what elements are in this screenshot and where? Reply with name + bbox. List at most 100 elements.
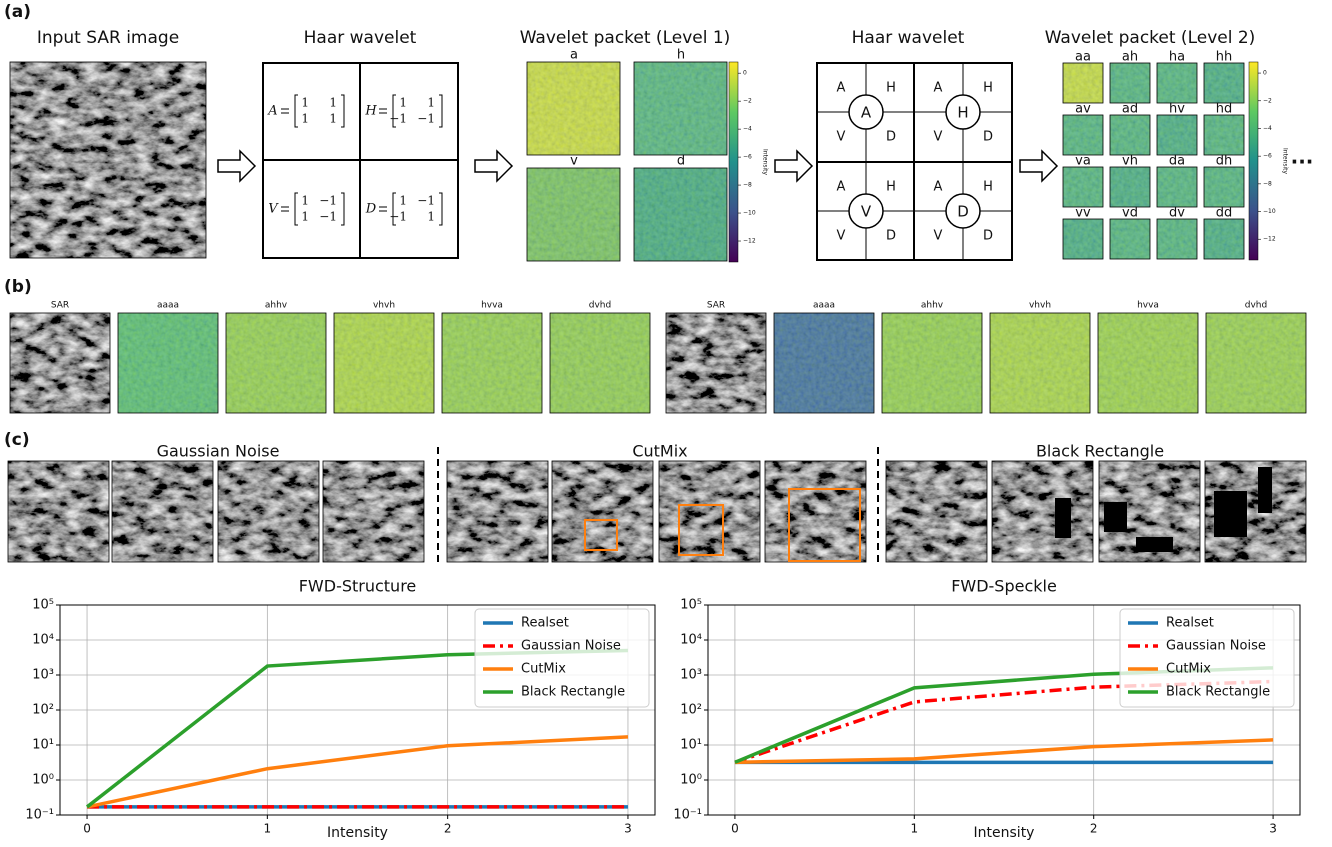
matrix-entry: 1	[427, 210, 435, 224]
panel-title: Wavelet packet (Level 1)	[520, 28, 731, 48]
image-label: dvhd	[589, 301, 611, 311]
tree-corner-label: V	[934, 229, 943, 244]
tree-node-label: A	[861, 104, 872, 122]
sar-image	[666, 313, 766, 413]
matrix-name: H	[364, 104, 377, 119]
heatmap-texture	[634, 62, 727, 155]
y-tick-label: 10⁴	[32, 633, 54, 648]
heatmap-texture	[1204, 63, 1244, 103]
heatmap-texture	[1110, 219, 1150, 259]
tree-corner-label: H	[886, 180, 896, 195]
subband-label: aa	[1075, 50, 1091, 65]
sar-image	[10, 313, 110, 413]
subband-label: da	[1169, 154, 1185, 169]
image-label: vhvh	[1029, 301, 1051, 311]
colorbar-tick-label: −4	[743, 126, 752, 133]
y-tick-label: 10³	[32, 668, 54, 683]
heatmap-texture	[1110, 167, 1150, 207]
y-tick-label: 10⁵	[32, 598, 54, 613]
black-rectangle	[1258, 467, 1272, 513]
subband-label: a	[570, 48, 578, 63]
colorbar-tick-label: −10	[1263, 208, 1276, 215]
heatmap-texture	[1110, 115, 1150, 155]
subband-label: h	[677, 48, 685, 63]
sar-image	[323, 461, 424, 562]
tree-corner-label: V	[837, 229, 846, 244]
colorbar-tick-label: −2	[1263, 97, 1272, 104]
matrix-entry: 1	[399, 194, 407, 208]
y-tick-label: 10²	[32, 703, 54, 718]
image-label: aaaa	[813, 301, 835, 311]
matrix-name: A	[267, 104, 277, 119]
image-label: hvva	[1137, 301, 1159, 311]
subband-label: ah	[1122, 50, 1138, 65]
colorbar-tick-label: −12	[743, 238, 756, 245]
heatmap-texture	[990, 313, 1090, 413]
y-tick-label: 10⁰	[32, 773, 54, 788]
panel-title: Wavelet packet (Level 2)	[1045, 28, 1256, 48]
colorbar-tick-label: 0	[743, 70, 747, 77]
heatmap-texture	[118, 313, 218, 413]
subband-label: vd	[1122, 206, 1138, 221]
subband-label: hh	[1216, 50, 1232, 65]
matrix-name: V	[268, 202, 279, 217]
y-tick-label: 10⁻¹	[25, 808, 54, 823]
tree-corner-label: D	[983, 130, 993, 145]
colorbar-tick-label: −8	[1263, 180, 1272, 187]
x-tick-label: 0	[731, 822, 739, 836]
tree-node-label: D	[957, 203, 969, 221]
y-tick-label: 10⁵	[680, 598, 702, 613]
tree-corner-label: V	[934, 130, 943, 145]
heatmap-texture	[1157, 115, 1197, 155]
sar-image	[765, 461, 866, 562]
colorbar-tick-label: −6	[743, 154, 752, 161]
tree-corner-label: V	[837, 130, 846, 145]
subband-label: ha	[1169, 50, 1185, 65]
heatmap-texture	[1204, 115, 1244, 155]
subband-label: vv	[1075, 206, 1091, 221]
black-rectangle	[1104, 502, 1127, 532]
group-title: CutMix	[632, 442, 687, 461]
image-label: ahhv	[921, 301, 944, 311]
matrix-entry: −1	[417, 112, 435, 126]
group-title: Black Rectangle	[1036, 442, 1164, 461]
colorbar-tick-label: −2	[743, 98, 752, 105]
x-tick-label: 1	[264, 822, 272, 836]
heatmap-texture	[334, 313, 434, 413]
tree-corner-label: D	[886, 130, 896, 145]
y-tick-label: 10¹	[32, 738, 54, 753]
heatmap-texture	[1157, 167, 1197, 207]
colorbar-tick-label: −12	[1263, 236, 1276, 243]
tree-node-label: H	[957, 104, 968, 122]
y-tick-label: 10⁰	[680, 773, 702, 788]
heatmap-texture	[1157, 219, 1197, 259]
x-axis-label: Intensity	[327, 825, 388, 841]
tree-corner-label: A	[934, 81, 943, 96]
y-tick-label: 10³	[680, 668, 702, 683]
tree-corner-label: A	[837, 81, 846, 96]
matrix-entry: 1	[427, 96, 435, 110]
heatmap-texture	[527, 62, 620, 155]
tree-corner-label: H	[983, 81, 993, 96]
legend-label: Realset	[521, 616, 569, 631]
heatmap-texture	[1157, 63, 1197, 103]
arrow	[218, 151, 255, 181]
x-tick-label: 2	[444, 822, 452, 836]
subband-label: hd	[1216, 102, 1233, 117]
chart-title: FWD-Speckle	[951, 577, 1057, 596]
matrix-entry: 1	[399, 96, 407, 110]
legend-label: Realset	[1166, 616, 1214, 631]
sar-image	[8, 461, 109, 562]
matrix-entry: 1	[301, 210, 309, 224]
image-label: aaaa	[157, 301, 179, 311]
image-label: dvhd	[1245, 301, 1267, 311]
heatmap-texture	[1098, 313, 1198, 413]
subband-label: av	[1075, 102, 1091, 117]
black-rectangle	[1136, 537, 1173, 552]
arrow	[475, 151, 512, 181]
matrix-entry: −1	[319, 194, 337, 208]
colorbar-tick-label: −8	[743, 182, 752, 189]
colorbar	[729, 62, 738, 262]
sar-image	[659, 461, 760, 562]
heatmap-texture	[1063, 167, 1103, 207]
